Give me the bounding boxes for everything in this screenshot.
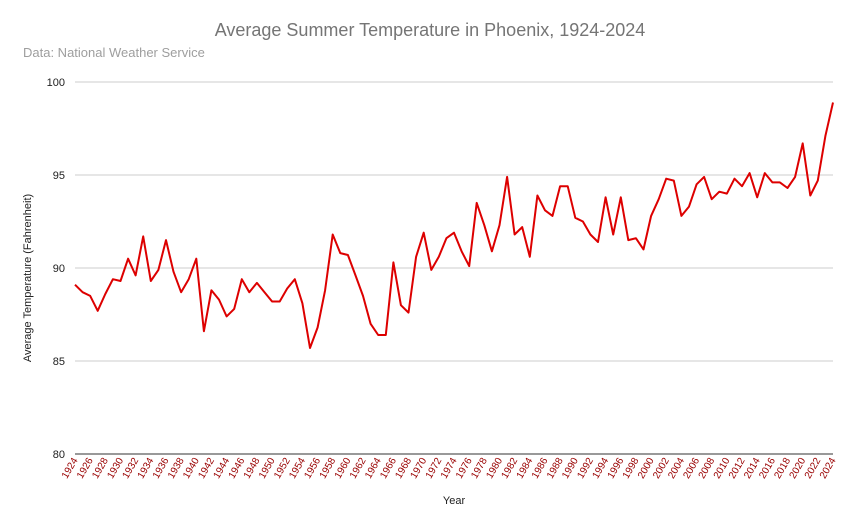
- x-axis-title: Year: [443, 495, 466, 507]
- x-tick-label: 2024: [818, 456, 839, 481]
- y-tick-label: 95: [53, 170, 65, 182]
- y-axis-ticks: 80 85 90 95 100: [47, 77, 65, 461]
- series-group: [74, 102, 834, 349]
- chart-title: Average Summer Temperature in Phoenix, 1…: [214, 20, 646, 40]
- y-tick-label: 85: [53, 356, 65, 368]
- x-axis-ticks: 1924192619281930193219341936193819401942…: [60, 456, 839, 481]
- chart-subtitle: Data: National Weather Service: [23, 45, 205, 60]
- gridlines: [75, 81, 833, 455]
- y-tick-label: 100: [47, 77, 65, 89]
- y-axis-title: Average Temperature (Fahrenheit): [22, 194, 34, 362]
- temperature-line: [74, 102, 834, 349]
- y-tick-label: 80: [53, 449, 65, 461]
- y-tick-label: 90: [53, 263, 65, 275]
